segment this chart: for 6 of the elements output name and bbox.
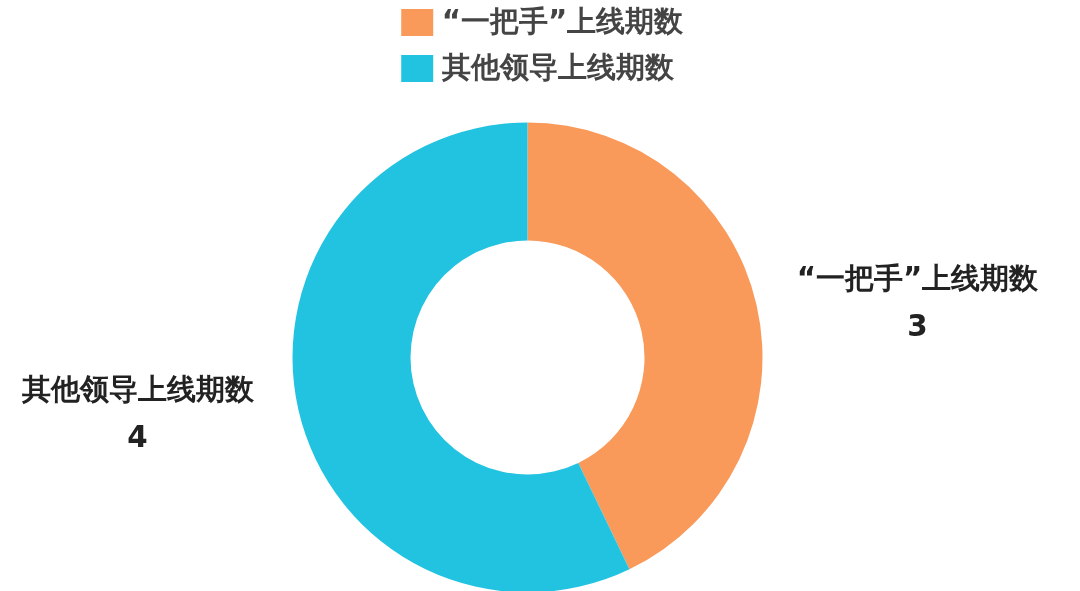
- legend-label: “一把手”上线期数: [441, 3, 684, 40]
- data-label: 3: [907, 308, 928, 343]
- legend-label: 其他领导上线期数: [441, 49, 674, 86]
- slice-label: 其他领导上线期数: [20, 372, 255, 407]
- slice-label: “一把手”上线期数: [796, 261, 1040, 296]
- data-label: 4: [127, 419, 148, 454]
